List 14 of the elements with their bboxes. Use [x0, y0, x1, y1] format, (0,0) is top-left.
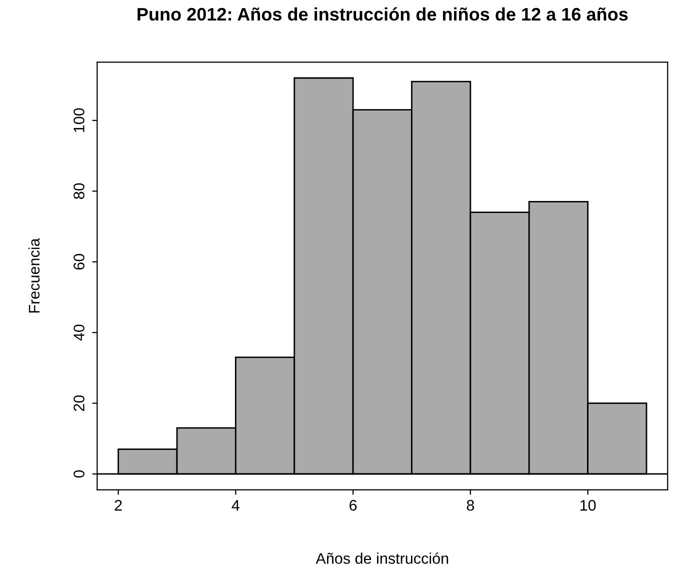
y-tick-label: 20	[74, 395, 84, 411]
y-tick-label: 100	[74, 108, 84, 132]
x-tick-label: 8	[466, 500, 474, 511]
x-tick-label: 6	[350, 500, 357, 511]
y-tick-label: 0	[74, 470, 84, 478]
y-axis-title: Frecuencia	[28, 238, 40, 313]
chart-title: Puno 2012: Años de instrucción de niños de 12 a 16 años	[138, 7, 628, 21]
x-tick-label: 10	[580, 500, 596, 511]
x-axis-title: Años de instrucción	[316, 552, 448, 564]
x-tick-label: 2	[114, 500, 122, 511]
x-tick-label: 4	[232, 500, 240, 511]
y-tick-label: 40	[74, 324, 84, 341]
y-tick-label: 80	[74, 183, 84, 199]
y-tick-label: 60	[74, 254, 84, 270]
